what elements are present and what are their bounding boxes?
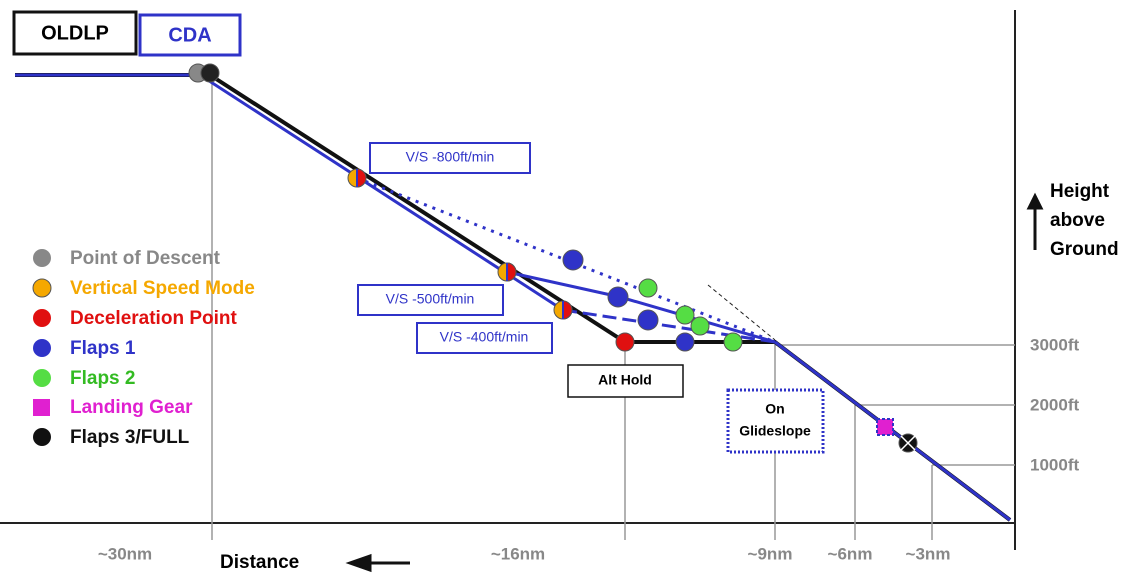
oldlp-label: OLDLP	[41, 22, 109, 44]
legend-label: Point of Descent	[70, 248, 221, 269]
y-tick-label: 2000ft	[1030, 395, 1079, 414]
glideslope-box	[726, 388, 825, 454]
left-arrow	[345, 553, 410, 573]
glideslope-label: Glideslope	[739, 423, 811, 439]
legend-label: Flaps 3/FULL	[70, 427, 190, 448]
glideslope-label: On	[765, 401, 784, 417]
vs800-box	[369, 142, 531, 174]
x-tick-label: ~6nm	[828, 544, 873, 563]
oldlp-box	[12, 10, 138, 56]
legend: Point of Descent Vertical Speed Mode Dec…	[32, 248, 255, 448]
y-tick-label: 3000ft	[1030, 335, 1079, 354]
legend-label: Vertical Speed Mode	[70, 278, 255, 299]
vs500-label: V/S -500ft/min	[386, 291, 475, 307]
markers	[188, 63, 918, 453]
alt-hold-box	[567, 364, 684, 398]
legend-label: Flaps 1	[70, 338, 136, 359]
y-axis-label: Ground	[1050, 239, 1119, 260]
y-tick-label: 1000ft	[1030, 455, 1079, 474]
x-tick-label: ~30nm	[98, 544, 152, 563]
legend-label: Landing Gear	[70, 397, 193, 418]
x-axis-label: Distance	[220, 552, 299, 573]
vs800-label: V/S -800ft/min	[406, 149, 495, 165]
x-tick-label: ~16nm	[491, 544, 545, 563]
up-arrow	[1026, 192, 1044, 250]
cda-box	[138, 13, 242, 57]
vs400-label: V/S -400ft/min	[440, 329, 529, 345]
cda-label: CDA	[168, 24, 211, 46]
legend-label: Flaps 2	[70, 368, 135, 389]
x-tick-label: ~3nm	[906, 544, 951, 563]
vs500-box	[357, 284, 504, 316]
legend-label: Deceleration Point	[70, 308, 237, 329]
x-tick-label: ~9nm	[748, 544, 793, 563]
y-axis-label: above	[1050, 210, 1105, 231]
vs400-box	[416, 322, 553, 354]
alt-hold-label: Alt Hold	[598, 372, 652, 388]
y-axis-label: Height	[1050, 181, 1110, 202]
